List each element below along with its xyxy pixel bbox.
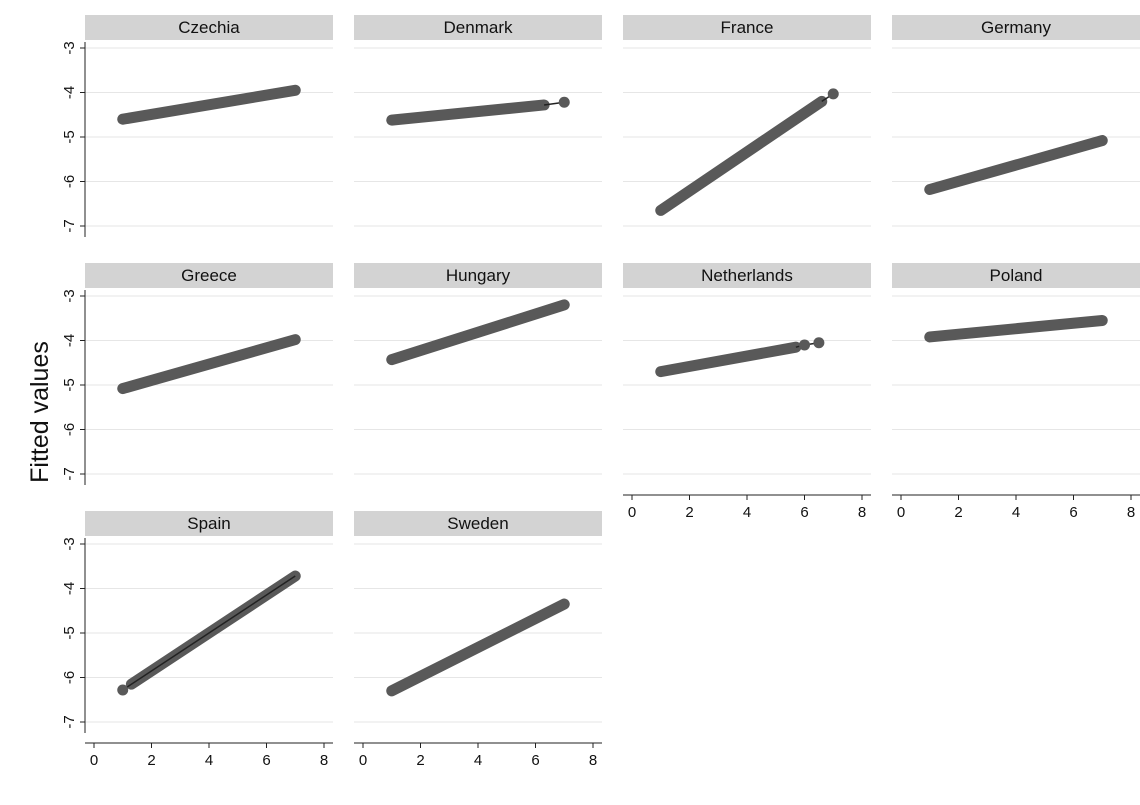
panel-header bbox=[354, 15, 602, 40]
x-tick-label: 0 bbox=[359, 752, 367, 769]
y-tick-label: -7 bbox=[61, 219, 78, 232]
y-tick-label: -4 bbox=[61, 334, 78, 347]
x-tick-label: 2 bbox=[147, 752, 155, 769]
panel-title: Germany bbox=[981, 18, 1051, 37]
data-point bbox=[117, 684, 129, 696]
fitted-line-band bbox=[655, 95, 828, 216]
x-tick-label: 4 bbox=[474, 752, 482, 769]
panel-greece: Greece -3 -4 -5 -6 -7 bbox=[61, 263, 333, 485]
x-tick-label: 6 bbox=[262, 752, 270, 769]
panel-header bbox=[354, 511, 602, 536]
data-point bbox=[827, 88, 839, 100]
panel-header bbox=[85, 15, 333, 40]
y-tick-label: -7 bbox=[61, 715, 78, 728]
x-tick-label: 6 bbox=[531, 752, 539, 769]
panel-title: Hungary bbox=[446, 266, 511, 285]
y-tick-label: -5 bbox=[61, 130, 78, 143]
fitted-line-band bbox=[386, 598, 570, 697]
data-point bbox=[813, 337, 825, 349]
panel-germany: Germany bbox=[892, 15, 1140, 227]
fitted-line-band bbox=[117, 334, 301, 395]
panel-header bbox=[85, 511, 333, 536]
fitted-line-band bbox=[386, 99, 550, 126]
panel-title: Sweden bbox=[447, 514, 508, 533]
x-tick-label: 4 bbox=[205, 752, 213, 769]
x-tick-label: 2 bbox=[685, 504, 693, 521]
x-tick-label: 6 bbox=[1069, 504, 1077, 521]
fitted-line-band bbox=[117, 84, 301, 125]
y-tick-label: -6 bbox=[61, 175, 78, 188]
panel-header bbox=[892, 15, 1140, 40]
y-axis-label: Fitted values bbox=[26, 341, 54, 483]
panel-header bbox=[85, 263, 333, 288]
panel-header bbox=[623, 15, 871, 40]
panels-layer: Czechia -3 -4 -5 -6 -7 Denmark France Germany Gre… bbox=[61, 15, 1140, 769]
y-tick-label: -4 bbox=[61, 86, 78, 99]
y-tick-label: -3 bbox=[61, 41, 78, 54]
x-tick-label: 8 bbox=[858, 504, 866, 521]
panel-poland: Poland 0 2 4 6 8 bbox=[892, 263, 1140, 521]
panel-title: Czechia bbox=[178, 18, 240, 37]
panel-title: Greece bbox=[181, 266, 237, 285]
y-tick-label: -4 bbox=[61, 582, 78, 595]
x-tick-label: 4 bbox=[1012, 504, 1020, 521]
x-tick-label: 2 bbox=[416, 752, 424, 769]
x-tick-label: 6 bbox=[800, 504, 808, 521]
panel-title: Spain bbox=[187, 514, 230, 533]
fitted-line-band bbox=[655, 341, 802, 378]
panel-denmark: Denmark bbox=[354, 15, 602, 227]
panel-czechia: Czechia -3 -4 -5 -6 -7 bbox=[61, 15, 333, 237]
x-tick-label: 0 bbox=[628, 504, 636, 521]
data-point bbox=[558, 96, 570, 108]
x-tick-label: 0 bbox=[90, 752, 98, 769]
panel-spain: Spain -3 -4 -5 -6 -7 0 2 4 6 8 bbox=[61, 511, 333, 769]
panel-hungary: Hungary bbox=[354, 263, 602, 475]
x-tick-label: 8 bbox=[1127, 504, 1135, 521]
panel-france: France bbox=[623, 15, 871, 227]
fitted-connector bbox=[122, 575, 296, 691]
panel-header bbox=[892, 263, 1140, 288]
x-tick-label: 8 bbox=[589, 752, 597, 769]
panel-title: Poland bbox=[990, 266, 1043, 285]
x-tick-label: 0 bbox=[897, 504, 905, 521]
panel-title: Denmark bbox=[444, 18, 513, 37]
panel-sweden: Sweden 0 2 4 6 8 bbox=[354, 511, 602, 769]
fitted-line-band bbox=[924, 314, 1108, 343]
panel-title: Netherlands bbox=[701, 266, 793, 285]
panel-header bbox=[354, 263, 602, 288]
y-tick-label: -3 bbox=[61, 289, 78, 302]
panel-netherlands: Netherlands 0 2 4 6 8 bbox=[623, 263, 871, 521]
data-point bbox=[799, 339, 810, 351]
y-tick-label: -6 bbox=[61, 671, 78, 684]
y-tick-label: -5 bbox=[61, 378, 78, 391]
x-tick-label: 8 bbox=[320, 752, 328, 769]
x-tick-label: 4 bbox=[743, 504, 751, 521]
x-tick-label: 2 bbox=[954, 504, 962, 521]
fitted-line-band bbox=[924, 135, 1108, 196]
y-tick-label: -7 bbox=[61, 467, 78, 480]
y-tick-label: -5 bbox=[61, 626, 78, 639]
y-tick-label: -6 bbox=[61, 423, 78, 436]
panel-header bbox=[623, 263, 871, 288]
y-tick-label: -3 bbox=[61, 537, 78, 550]
panel-title: France bbox=[721, 18, 774, 37]
fitted-line-band bbox=[386, 299, 570, 366]
